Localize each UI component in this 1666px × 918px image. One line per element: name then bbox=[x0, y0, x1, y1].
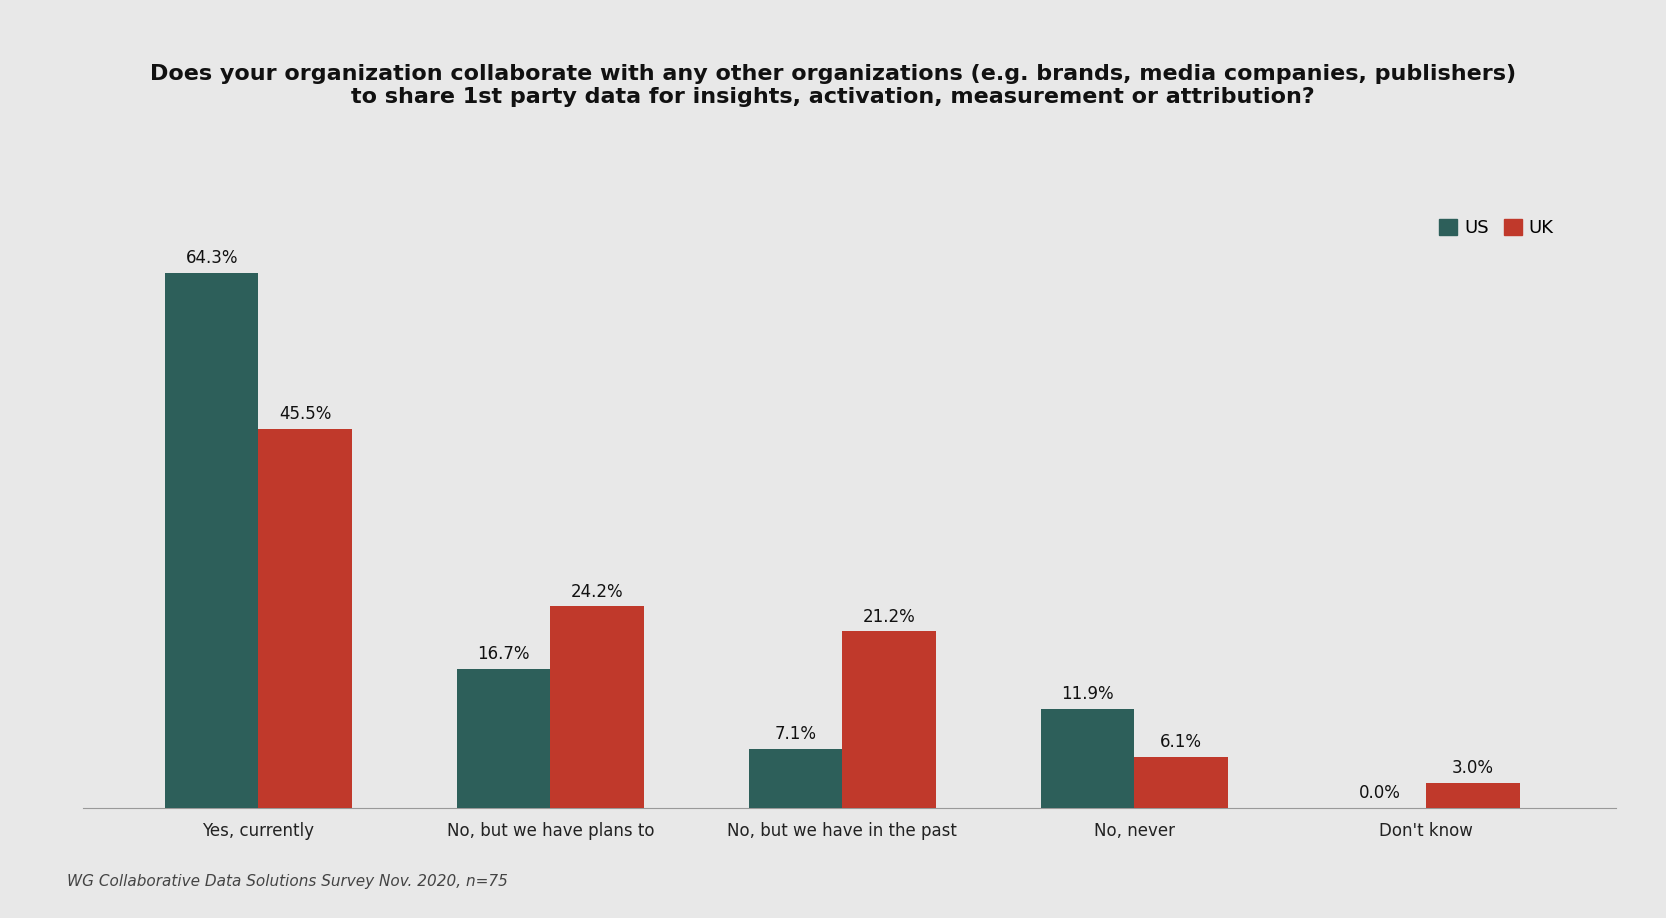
Bar bbox=[165, 273, 258, 808]
Text: WG Collaborative Data Solutions Survey Nov. 2020, n=75: WG Collaborative Data Solutions Survey N… bbox=[67, 874, 508, 889]
Text: 7.1%: 7.1% bbox=[775, 725, 816, 743]
Text: 11.9%: 11.9% bbox=[1061, 685, 1115, 703]
Bar bbox=[1041, 709, 1135, 808]
Bar bbox=[750, 749, 843, 808]
Bar bbox=[1135, 757, 1228, 808]
Text: 3.0%: 3.0% bbox=[1453, 759, 1494, 777]
Text: 16.7%: 16.7% bbox=[478, 645, 530, 663]
Bar bbox=[550, 607, 643, 808]
Text: 45.5%: 45.5% bbox=[278, 406, 332, 423]
Text: 0.0%: 0.0% bbox=[1358, 784, 1401, 802]
Text: 21.2%: 21.2% bbox=[863, 608, 915, 625]
Text: 24.2%: 24.2% bbox=[571, 583, 623, 600]
Text: 6.1%: 6.1% bbox=[1160, 733, 1203, 751]
Text: 64.3%: 64.3% bbox=[185, 249, 238, 267]
Legend: US, UK: US, UK bbox=[1433, 211, 1561, 244]
Bar bbox=[843, 632, 936, 808]
Bar bbox=[1426, 783, 1519, 808]
Text: Does your organization collaborate with any other organizations (e.g. brands, me: Does your organization collaborate with … bbox=[150, 64, 1516, 107]
Bar bbox=[456, 669, 550, 808]
Bar bbox=[258, 429, 352, 808]
